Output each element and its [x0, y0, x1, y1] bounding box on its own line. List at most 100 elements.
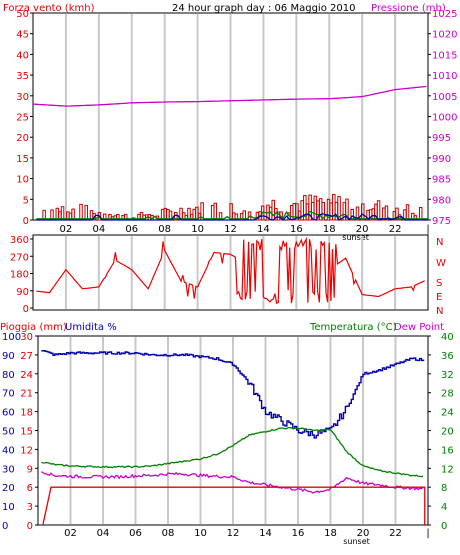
panel-wind-pressure: 0510152025303540455097598098599099510001… [16, 9, 457, 242]
chart-title: 24 hour graph day : 06 Maggio 2010 [172, 3, 355, 14]
temp-tick-label: 12 [441, 464, 454, 475]
wind-tick-label: 20 [16, 133, 29, 144]
temp-tick-label: 32 [441, 370, 454, 381]
hour-tick-end: | [426, 528, 429, 539]
wind-gust-bar [97, 212, 102, 221]
wind-axis-title: Forza vento (kmh) [3, 3, 95, 14]
wind-gust-bar [79, 203, 83, 221]
wind-gust-bar [418, 206, 423, 221]
pressure-tick-label: 980 [432, 195, 451, 206]
wind-gust-bar [60, 206, 65, 221]
humidity-tick-label: 10 [2, 502, 15, 513]
wind-gust-bar [289, 204, 294, 221]
wind-gust-bar [271, 199, 275, 221]
wind-tick-label: 5 [23, 195, 29, 206]
dewpoint-series-line [41, 471, 424, 494]
pressure-tick-label: 1025 [432, 9, 457, 20]
hour-tick-label: 22 [389, 224, 402, 235]
humidity-tick-label: 70 [2, 389, 15, 400]
hour-tick-label: 02 [64, 528, 77, 539]
wind-gust-bar [321, 202, 326, 221]
temp-tick-label: 0 [441, 521, 447, 532]
wind-speed-line [36, 213, 428, 221]
humidity-tick-label: 0 [2, 521, 8, 532]
hour-tick-label: 18 [324, 528, 337, 539]
wind-gust-bar [350, 208, 354, 221]
pressure-tick-label: 1010 [432, 71, 457, 82]
rain-tick-label: 27 [20, 351, 33, 362]
humidity-tick-label: 80 [2, 370, 15, 381]
rain-tick-label: 12 [20, 445, 33, 456]
pressure-series-line [32, 85, 427, 107]
temp-tick-label: 20 [441, 427, 454, 438]
humidity-tick-label: 20 [2, 483, 15, 494]
humidity-tick-label: 90 [2, 351, 15, 362]
wind-tick-label: 15 [16, 154, 29, 165]
rain-series-line [42, 486, 426, 526]
direction-tick-label: 180 [10, 270, 29, 281]
direction-tick-label: 0 [23, 304, 29, 315]
hour-tick-label: 14 [259, 528, 272, 539]
pressure-tick-label: 1015 [432, 50, 457, 61]
wind-gust-bar [92, 213, 96, 221]
temperature-series-line [41, 426, 424, 478]
rain-axis-title: Pioggia (mm) [0, 322, 67, 333]
wind-tick-label: 10 [16, 175, 29, 186]
rain-tick-label: 30 [20, 332, 33, 343]
hour-tick-label: 12 [227, 528, 240, 539]
pressure-axis-title: Pressione (mb) [371, 3, 446, 14]
rain-tick-label: 18 [20, 408, 33, 419]
hour-tick-label: 06 [129, 528, 142, 539]
temp-tick-label: 40 [441, 332, 454, 343]
wind-tick-label: 0 [23, 216, 29, 227]
wind-gust-bar [361, 203, 365, 221]
dewpoint-axis-title: Dew Point [394, 322, 444, 333]
compass-label: N [436, 237, 443, 248]
hour-tick-label: 22 [389, 528, 402, 539]
pressure-tick-label: 975 [432, 216, 451, 227]
wind-tick-label: 30 [16, 92, 29, 103]
wind-gust-bar [376, 200, 381, 221]
direction-tick-label: 270 [10, 252, 29, 263]
pressure-tick-label: 995 [432, 133, 451, 144]
wind-tick-label: 40 [16, 50, 29, 61]
pressure-tick-label: 990 [432, 154, 451, 165]
hour-tick-label: 18 [323, 224, 336, 235]
hour-tick-end: | [426, 224, 429, 235]
temp-tick-label: 24 [441, 408, 454, 419]
hour-tick-label: 20 [356, 224, 369, 235]
hour-tick-label: 10 [194, 528, 207, 539]
hour-tick-label: 16 [290, 224, 303, 235]
temp-tick-label: 36 [441, 351, 454, 362]
sunset-label: sunset [342, 233, 369, 242]
hour-tick-label: 04 [92, 224, 105, 235]
hour-tick-label: 12 [224, 224, 237, 235]
compass-label: S [436, 278, 442, 289]
hour-tick-label: 10 [191, 224, 204, 235]
rain-tick-label: 6 [27, 483, 33, 494]
wind-gust-bar [345, 198, 349, 221]
sunset-label: sunset [343, 537, 370, 546]
temperature-axis-title: Temperatura (°C) [309, 322, 397, 333]
temp-tick-label: 28 [441, 389, 454, 400]
wind-tick-label: 35 [16, 71, 29, 82]
hour-tick-label: 08 [162, 528, 175, 539]
direction-series-line [36, 236, 425, 304]
rain-tick-label: 0 [27, 521, 33, 532]
wind-gust-bar [395, 207, 399, 221]
rain-tick-label: 3 [27, 502, 33, 513]
wind-gust-bar [210, 204, 215, 221]
rain-tick-label: 24 [20, 370, 33, 381]
temp-tick-label: 8 [441, 483, 447, 494]
hour-tick-label: 06 [125, 224, 138, 235]
wind-gust-bar [384, 205, 389, 221]
humidity-series-line [41, 350, 425, 439]
wind-gust-bar [84, 204, 89, 221]
wind-gust-bar [405, 204, 410, 221]
wind-gust-bar [260, 205, 265, 221]
direction-tick-label: 90 [16, 287, 29, 298]
humidity-tick-label: 60 [2, 408, 15, 419]
